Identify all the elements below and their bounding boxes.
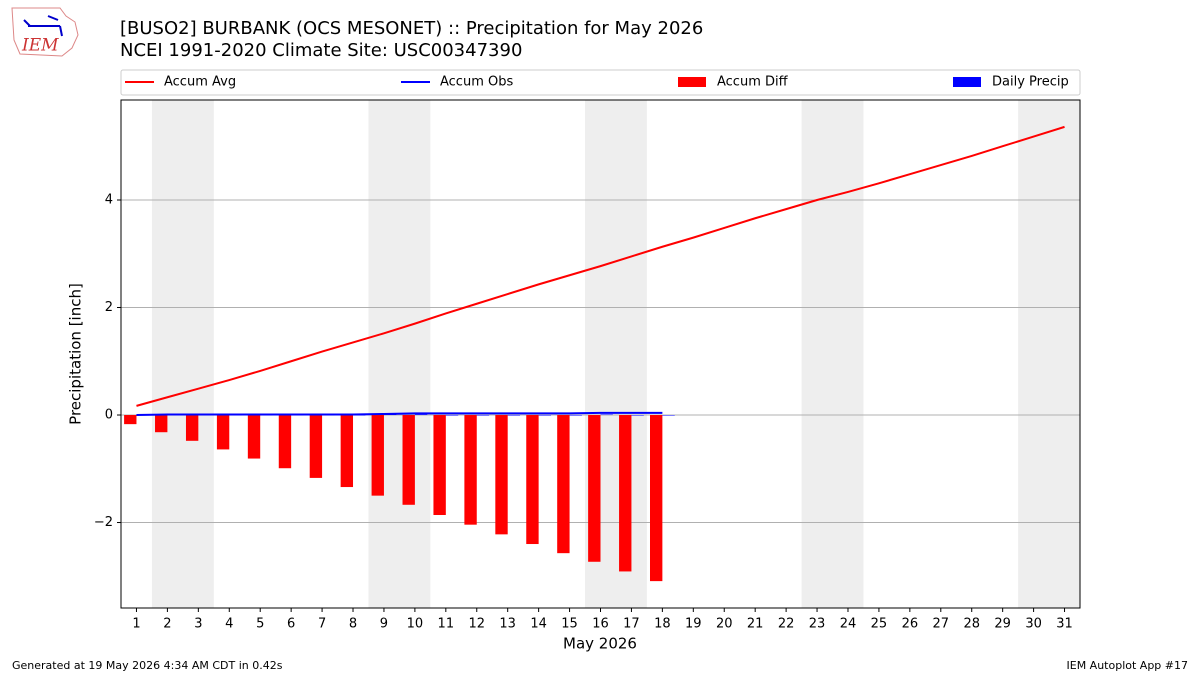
line xyxy=(136,125,1065,407)
bar xyxy=(569,415,582,416)
legend-label: Accum Avg xyxy=(164,75,236,90)
bar xyxy=(309,415,323,478)
x-tick-label: 19 xyxy=(685,617,702,632)
bar xyxy=(526,415,539,545)
y-tick-label: 0 xyxy=(105,408,113,423)
bar xyxy=(371,415,384,496)
bar xyxy=(185,415,199,441)
x-tick-label: 29 xyxy=(994,617,1011,632)
bar xyxy=(662,415,675,416)
bar xyxy=(631,415,644,416)
x-tick-label: 18 xyxy=(654,617,671,632)
logo-text: IEM xyxy=(21,36,59,56)
bar xyxy=(600,414,613,416)
weekend-band xyxy=(1018,100,1080,608)
x-tick-label: 30 xyxy=(1025,617,1042,632)
weekend-band xyxy=(801,100,864,608)
x-tick-label: 24 xyxy=(840,617,857,632)
x-tick-label: 1 xyxy=(132,617,140,632)
x-tick-label: 28 xyxy=(963,617,980,632)
bar xyxy=(619,415,632,572)
bar xyxy=(402,415,415,505)
bar xyxy=(538,415,552,416)
bar xyxy=(507,415,521,416)
bar xyxy=(649,415,663,582)
bar xyxy=(414,414,428,416)
footer-right: IEM Autoplot App #17 xyxy=(1067,659,1189,672)
x-tick-label: 3 xyxy=(194,617,202,632)
x-tick-label: 26 xyxy=(902,617,919,632)
bar xyxy=(155,415,168,433)
x-tick-label: 22 xyxy=(778,617,795,632)
x-tick-label: 10 xyxy=(407,617,424,632)
bar xyxy=(216,415,230,450)
x-tick-label: 6 xyxy=(287,617,295,632)
y-tick-label: −2 xyxy=(94,515,113,530)
legend-swatch xyxy=(953,77,981,87)
x-tick-label: 9 xyxy=(380,617,388,632)
bar xyxy=(557,415,570,554)
y-axis-label: Precipitation [inch] xyxy=(67,283,85,425)
chart-title: [BUSO2] BURBANK (OCS MESONET) :: Precipi… xyxy=(120,18,703,39)
weekend-band xyxy=(368,100,431,608)
x-tick-label: 31 xyxy=(1056,617,1073,632)
x-tick-label: 2 xyxy=(163,617,171,632)
bar xyxy=(340,415,354,488)
bar xyxy=(495,415,508,535)
legend-label: Accum Diff xyxy=(717,75,789,90)
bar xyxy=(278,415,292,469)
x-tick-label: 5 xyxy=(256,617,264,632)
chart-subtitle: NCEI 1991-2020 Climate Site: USC00347390 xyxy=(120,40,522,61)
x-tick-label: 17 xyxy=(623,617,640,632)
x-tick-label: 4 xyxy=(225,617,233,632)
bar xyxy=(433,415,446,516)
bar xyxy=(588,415,601,562)
x-tick-label: 23 xyxy=(809,617,826,632)
x-tick-label: 11 xyxy=(438,617,455,632)
plot-frame xyxy=(120,99,1081,609)
x-tick-label: 21 xyxy=(747,617,764,632)
line xyxy=(136,411,663,417)
logo: IEM xyxy=(11,7,79,57)
x-tick-label: 20 xyxy=(716,617,733,632)
x-tick-label: 27 xyxy=(933,617,950,632)
x-tick-label: 13 xyxy=(499,617,516,632)
bar xyxy=(247,415,261,459)
x-axis-label: May 2026 xyxy=(563,635,637,653)
x-tick-label: 15 xyxy=(561,617,578,632)
x-tick-label: 25 xyxy=(871,617,888,632)
weekend-band xyxy=(151,100,214,608)
y-tick-label: 4 xyxy=(105,192,113,207)
legend-swatch xyxy=(678,77,706,87)
x-tick-label: 14 xyxy=(530,617,547,632)
bar xyxy=(445,415,459,416)
legend-box xyxy=(120,69,1081,96)
bar xyxy=(464,415,477,525)
x-tick-label: 16 xyxy=(592,617,609,632)
y-tick-label: 2 xyxy=(105,300,113,315)
x-tick-label: 8 xyxy=(349,617,357,632)
footer-left: Generated at 19 May 2026 4:34 AM CDT in … xyxy=(12,659,283,672)
legend-label: Accum Obs xyxy=(440,75,513,90)
x-tick-label: 7 xyxy=(318,617,326,632)
bar xyxy=(124,415,137,425)
x-tick-label: 12 xyxy=(468,617,485,632)
legend-label: Daily Precip xyxy=(992,75,1069,90)
bar xyxy=(476,415,490,416)
